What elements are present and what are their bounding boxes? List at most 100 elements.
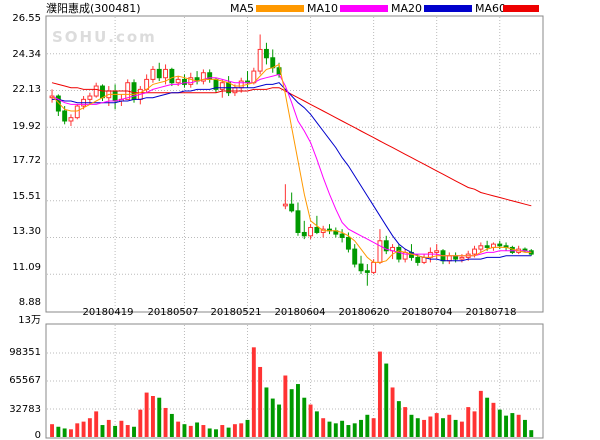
volume-bar xyxy=(144,392,149,437)
candle-body xyxy=(371,261,377,273)
volume-bar xyxy=(434,413,439,437)
legend-label-ma10: MA10 xyxy=(307,2,338,15)
candle-body xyxy=(163,68,169,79)
ma20-line xyxy=(52,82,532,262)
volume-bar xyxy=(296,384,300,437)
legend-label-ma20: MA20 xyxy=(391,2,422,15)
candle-body xyxy=(93,85,99,97)
legend-swatch-ma5 xyxy=(256,5,304,12)
candle-body xyxy=(188,77,194,85)
volume-bar xyxy=(377,351,382,437)
legend-label-ma60: MA60 xyxy=(475,2,506,15)
price-tick: 24.34 xyxy=(12,49,41,60)
candle-body xyxy=(257,48,263,72)
candle-body xyxy=(200,72,206,82)
moving-average-lines xyxy=(51,63,532,263)
candle-body xyxy=(169,68,175,84)
price-tick: 22.13 xyxy=(12,84,41,95)
volume-bar xyxy=(195,422,200,437)
watermark: SOHU.com xyxy=(52,28,157,46)
candle-body xyxy=(339,233,345,238)
volume-bar xyxy=(94,411,99,437)
volume-bar xyxy=(340,420,345,437)
volume-bar xyxy=(182,424,187,437)
volume-bar xyxy=(504,415,509,437)
ma60-line xyxy=(51,82,532,207)
volume-tick: 32783 xyxy=(9,404,41,415)
legend-swatch-ma60 xyxy=(503,5,539,12)
volume-bar xyxy=(176,421,181,437)
candle-body xyxy=(364,270,370,273)
volume-axis: 13万 98351 65567 32783 0 xyxy=(9,315,41,440)
price-tick: 17.72 xyxy=(12,155,41,166)
candle-body xyxy=(383,240,389,252)
x-tick: 20180604 xyxy=(275,307,326,318)
price-tick: 11.09 xyxy=(12,262,41,273)
volume-bar xyxy=(270,398,275,437)
volume-bar xyxy=(119,420,124,437)
candle-body xyxy=(497,243,503,247)
volume-tick: 0 xyxy=(35,430,41,440)
volume-bar xyxy=(277,404,282,437)
volume-bar xyxy=(239,423,244,437)
volume-bar xyxy=(314,411,319,437)
volume-bar xyxy=(56,426,61,437)
volume-bar xyxy=(138,409,143,437)
candle-body xyxy=(87,95,93,100)
volume-bar xyxy=(403,407,408,437)
volume-bar xyxy=(371,418,376,437)
volume-bar xyxy=(245,419,250,437)
candle-body xyxy=(314,226,320,233)
volume-bar xyxy=(523,419,527,437)
price-axis: 26.55 24.34 22.13 19.92 17.72 15.51 13.3… xyxy=(12,13,41,308)
volume-bar xyxy=(226,427,231,437)
chart-title: 濮阳惠成(300481) xyxy=(46,1,141,15)
volume-bar xyxy=(384,363,389,437)
volume-bar xyxy=(113,425,118,437)
price-tick: 13.30 xyxy=(12,226,41,237)
volume-tick: 65567 xyxy=(9,375,41,386)
candle-body xyxy=(478,245,484,250)
x-tick: 20180620 xyxy=(339,307,390,318)
volume-bar xyxy=(150,396,155,437)
volume-bar xyxy=(428,416,433,437)
volume-bar xyxy=(258,366,263,437)
price-tick: 15.51 xyxy=(12,191,41,202)
volume-bar xyxy=(157,397,162,437)
volume-bar xyxy=(365,414,370,437)
candle-body xyxy=(270,57,276,69)
candle-body xyxy=(112,90,118,102)
volume-tick: 98351 xyxy=(9,347,41,358)
volume-bar xyxy=(207,428,212,437)
legend-label-ma5: MA5 xyxy=(230,2,254,15)
volume-bar xyxy=(302,397,307,437)
volume-bar xyxy=(251,347,256,437)
volume-bar xyxy=(308,404,313,437)
volume-bar xyxy=(333,423,338,437)
x-tick: 20180507 xyxy=(148,307,199,318)
volume-bar xyxy=(491,402,496,437)
legend: MA5 MA10 MA20 MA60 xyxy=(230,2,539,15)
candle-body xyxy=(358,263,364,272)
volume-bar xyxy=(516,414,521,437)
candle-body xyxy=(472,248,477,255)
volume-bar xyxy=(352,423,357,437)
volume-bar xyxy=(169,413,174,437)
volume-bar xyxy=(441,418,445,437)
candle-body xyxy=(68,117,74,122)
candle-body xyxy=(415,256,421,263)
candle-body xyxy=(295,210,301,233)
volume-bar xyxy=(75,423,80,437)
volume-bar xyxy=(232,424,237,437)
candle-body xyxy=(55,95,61,112)
volume-bar xyxy=(346,425,351,437)
volume-bar xyxy=(69,429,73,437)
x-axis: 20180419 20180507 20180521 20180604 2018… xyxy=(83,307,517,318)
legend-swatch-ma20 xyxy=(424,5,472,12)
candle-body xyxy=(62,110,68,122)
volume-bar xyxy=(422,419,427,437)
price-panel-frame xyxy=(45,15,544,313)
volume-bar xyxy=(459,421,464,437)
volume-bar xyxy=(390,387,395,437)
volume-bar xyxy=(497,409,502,437)
